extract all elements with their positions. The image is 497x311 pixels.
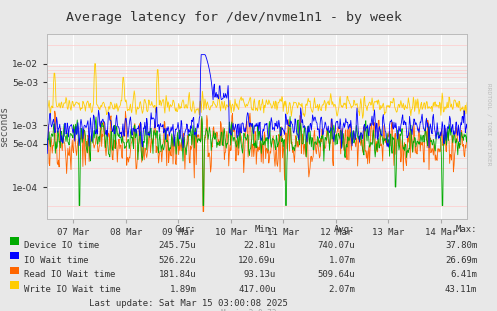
Text: IO Wait time: IO Wait time	[24, 256, 88, 265]
Text: 93.13u: 93.13u	[244, 270, 276, 279]
Text: 417.00u: 417.00u	[238, 285, 276, 294]
Text: Avg:: Avg:	[334, 225, 355, 234]
Text: 1.89m: 1.89m	[169, 285, 196, 294]
Text: 22.81u: 22.81u	[244, 241, 276, 250]
Text: 509.64u: 509.64u	[318, 270, 355, 279]
Y-axis label: seconds: seconds	[0, 106, 9, 147]
Text: Max:: Max:	[456, 225, 477, 234]
Text: RRDTOOL / TOBI OETIKER: RRDTOOL / TOBI OETIKER	[486, 83, 491, 166]
Text: Device IO time: Device IO time	[24, 241, 99, 250]
Text: 526.22u: 526.22u	[159, 256, 196, 265]
Text: 37.80m: 37.80m	[445, 241, 477, 250]
Text: Read IO Wait time: Read IO Wait time	[24, 270, 115, 279]
Text: Last update: Sat Mar 15 03:00:08 2025: Last update: Sat Mar 15 03:00:08 2025	[89, 299, 288, 308]
Text: Write IO Wait time: Write IO Wait time	[24, 285, 121, 294]
Text: 245.75u: 245.75u	[159, 241, 196, 250]
Text: 1.07m: 1.07m	[329, 256, 355, 265]
Text: 26.69m: 26.69m	[445, 256, 477, 265]
Text: Cur:: Cur:	[175, 225, 196, 234]
Text: Min:: Min:	[254, 225, 276, 234]
Text: 2.07m: 2.07m	[329, 285, 355, 294]
Text: Average latency for /dev/nvme1n1 - by week: Average latency for /dev/nvme1n1 - by we…	[66, 11, 402, 24]
Text: 120.69u: 120.69u	[238, 256, 276, 265]
Text: 740.07u: 740.07u	[318, 241, 355, 250]
Text: 43.11m: 43.11m	[445, 285, 477, 294]
Text: Munin 2.0.73: Munin 2.0.73	[221, 309, 276, 311]
Text: 6.41m: 6.41m	[450, 270, 477, 279]
Text: 181.84u: 181.84u	[159, 270, 196, 279]
